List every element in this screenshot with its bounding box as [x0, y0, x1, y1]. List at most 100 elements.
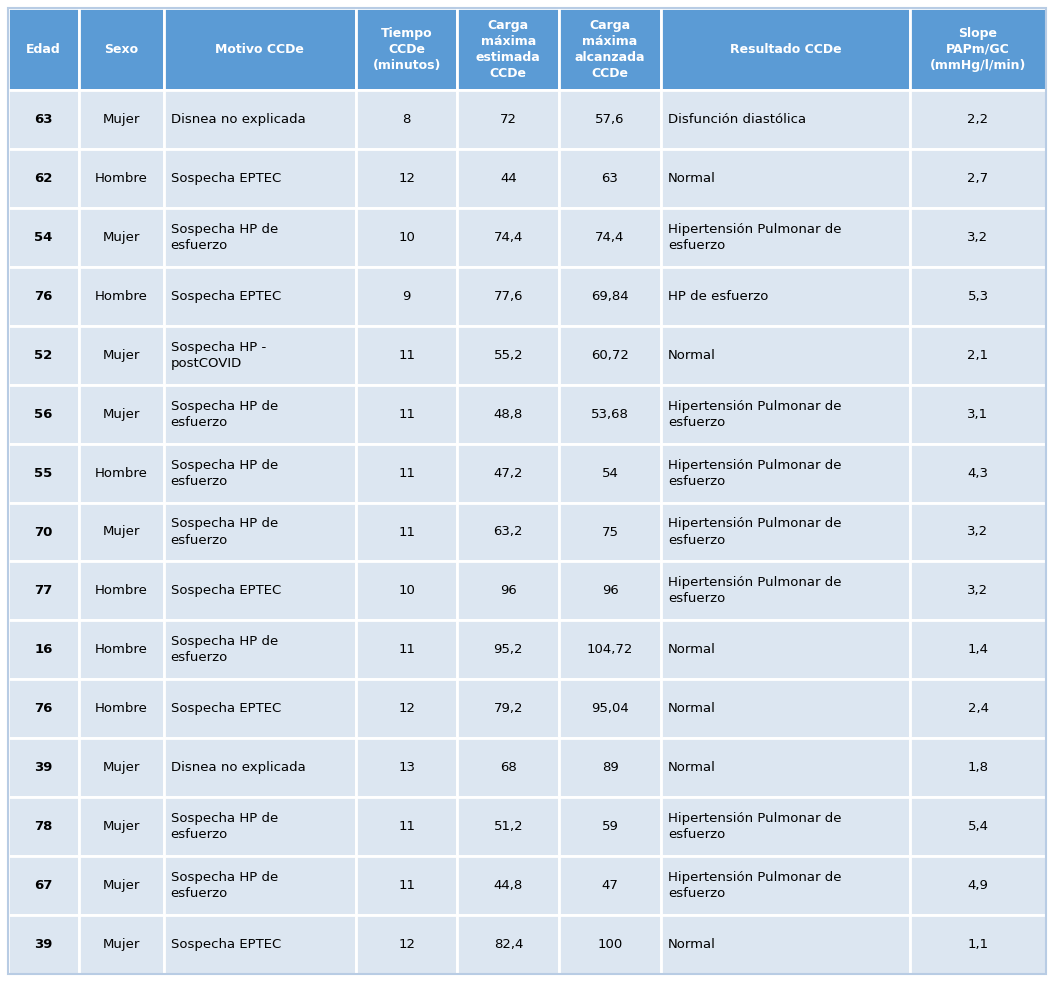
Bar — [661, 149, 910, 208]
Text: 44: 44 — [500, 172, 516, 185]
Bar — [560, 562, 661, 621]
Text: 2,2: 2,2 — [968, 113, 989, 126]
Bar — [560, 444, 661, 503]
Bar — [560, 680, 661, 738]
Text: Mujer: Mujer — [102, 113, 140, 126]
Text: Normal: Normal — [668, 761, 716, 774]
Bar — [356, 797, 457, 856]
Bar — [356, 562, 457, 621]
Text: Carga
máxima
estimada
CCDe: Carga máxima estimada CCDe — [476, 19, 541, 80]
Bar — [356, 856, 457, 915]
Text: Slope
PAPm/GC
(mmHg/l/min): Slope PAPm/GC (mmHg/l/min) — [930, 27, 1027, 72]
Text: 55: 55 — [34, 466, 53, 479]
Text: 2,4: 2,4 — [968, 702, 989, 715]
Bar — [356, 326, 457, 385]
Text: 51,2: 51,2 — [493, 820, 523, 833]
Bar — [8, 680, 79, 738]
Text: Mujer: Mujer — [102, 349, 140, 361]
Bar — [661, 385, 910, 444]
Text: 68: 68 — [500, 761, 516, 774]
Bar — [79, 562, 163, 621]
Bar — [661, 915, 910, 974]
Bar — [79, 385, 163, 444]
Text: Normal: Normal — [668, 643, 716, 656]
Text: 67: 67 — [34, 879, 53, 892]
Text: 5,3: 5,3 — [968, 290, 989, 302]
Text: 2,1: 2,1 — [968, 349, 989, 361]
Text: Sospecha EPTEC: Sospecha EPTEC — [171, 702, 281, 715]
Bar — [79, 738, 163, 797]
Text: 10: 10 — [398, 584, 415, 597]
Bar — [457, 444, 560, 503]
Bar — [79, 90, 163, 149]
Bar — [79, 8, 163, 90]
Text: 11: 11 — [398, 820, 415, 833]
Bar — [560, 267, 661, 326]
Bar — [163, 621, 356, 680]
Bar — [8, 149, 79, 208]
Bar — [457, 149, 560, 208]
Bar — [356, 621, 457, 680]
Text: Sospecha HP de
esfuerzo: Sospecha HP de esfuerzo — [171, 518, 278, 547]
Text: 13: 13 — [398, 761, 415, 774]
Bar — [163, 8, 356, 90]
Text: Tiempo
CCDe
(minutos): Tiempo CCDe (minutos) — [372, 27, 441, 72]
Bar — [910, 444, 1046, 503]
Bar — [910, 385, 1046, 444]
Bar — [560, 797, 661, 856]
Text: 104,72: 104,72 — [587, 643, 633, 656]
Bar — [560, 326, 661, 385]
Bar — [356, 680, 457, 738]
Text: 74,4: 74,4 — [493, 231, 523, 244]
Bar — [8, 326, 79, 385]
Text: 8: 8 — [403, 113, 411, 126]
Text: HP de esfuerzo: HP de esfuerzo — [668, 290, 768, 302]
Text: 75: 75 — [602, 525, 619, 538]
Text: Normal: Normal — [668, 702, 716, 715]
Bar — [79, 797, 163, 856]
Bar — [8, 503, 79, 562]
Bar — [356, 385, 457, 444]
Text: 12: 12 — [398, 702, 415, 715]
Bar — [560, 621, 661, 680]
Bar — [661, 326, 910, 385]
Text: Sexo: Sexo — [104, 42, 138, 56]
Bar — [661, 621, 910, 680]
Text: 77,6: 77,6 — [493, 290, 523, 302]
Text: 56: 56 — [34, 408, 53, 420]
Bar — [560, 8, 661, 90]
Text: 3,2: 3,2 — [968, 231, 989, 244]
Bar — [661, 503, 910, 562]
Text: 11: 11 — [398, 525, 415, 538]
Text: Mujer: Mujer — [102, 761, 140, 774]
Text: 54: 54 — [34, 231, 53, 244]
Bar — [560, 149, 661, 208]
Text: 1,8: 1,8 — [968, 761, 989, 774]
Text: 52: 52 — [34, 349, 53, 361]
Text: Sospecha HP de
esfuerzo: Sospecha HP de esfuerzo — [171, 400, 278, 428]
Text: Mujer: Mujer — [102, 231, 140, 244]
Bar — [8, 385, 79, 444]
Bar — [8, 8, 79, 90]
Bar — [560, 208, 661, 267]
Bar — [79, 503, 163, 562]
Text: 63: 63 — [34, 113, 53, 126]
Text: Hombre: Hombre — [95, 584, 148, 597]
Bar — [560, 385, 661, 444]
Bar — [910, 208, 1046, 267]
Bar — [457, 267, 560, 326]
Text: Hipertensión Pulmonar de
esfuerzo: Hipertensión Pulmonar de esfuerzo — [668, 400, 841, 428]
Text: Sospecha HP de
esfuerzo: Sospecha HP de esfuerzo — [171, 635, 278, 665]
Text: 76: 76 — [34, 702, 53, 715]
Text: 3,2: 3,2 — [968, 584, 989, 597]
Text: 95,2: 95,2 — [493, 643, 523, 656]
Text: Sospecha EPTEC: Sospecha EPTEC — [171, 172, 281, 185]
Bar — [8, 738, 79, 797]
Bar — [457, 915, 560, 974]
Text: 96: 96 — [602, 584, 619, 597]
Bar — [163, 915, 356, 974]
Bar — [661, 208, 910, 267]
Text: 3,2: 3,2 — [968, 525, 989, 538]
Bar — [79, 621, 163, 680]
Bar — [457, 385, 560, 444]
